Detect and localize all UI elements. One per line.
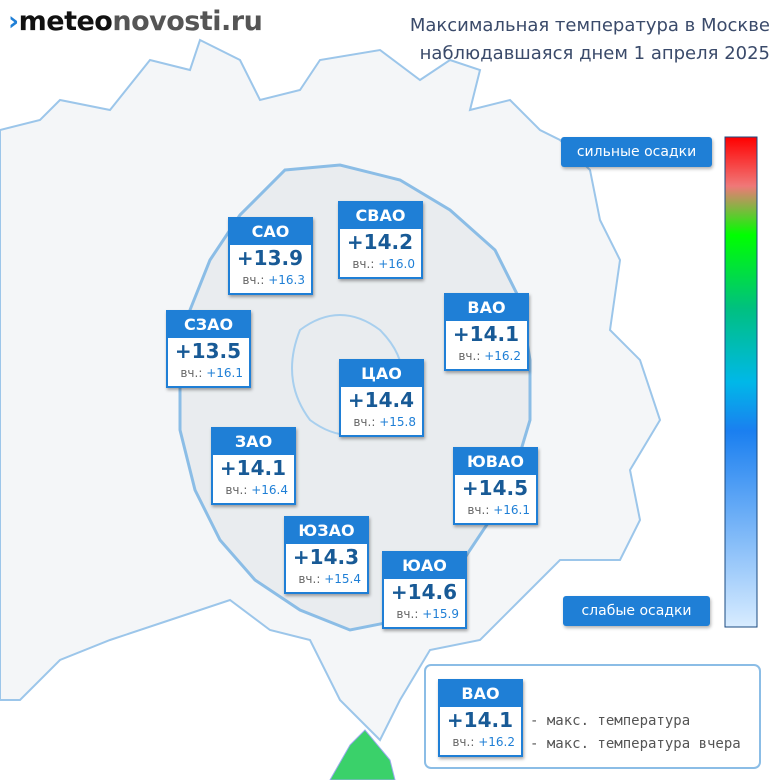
district-temp: +13.9 xyxy=(236,246,303,270)
prev-prefix: вч.: xyxy=(352,257,375,271)
logo: ›meteonovosti.ru xyxy=(8,6,263,37)
district-name: САО xyxy=(230,219,311,245)
district-name: ВАО xyxy=(440,681,521,707)
district-name: СЗАО xyxy=(168,312,249,338)
district-temp: +14.5 xyxy=(461,476,528,500)
title-line: Максимальная температура в Москве xyxy=(409,15,770,36)
prev-temp: +16.4 xyxy=(251,483,288,497)
prev-line: вч.: +16.3 xyxy=(230,271,311,289)
prev-prefix: вч.: xyxy=(242,273,265,287)
prev-line: вч.: +16.1 xyxy=(168,364,249,382)
prev-line: вч.: +16.0 xyxy=(340,255,421,273)
precip xyxy=(329,729,396,780)
prev-prefix: вч.: xyxy=(467,503,490,517)
district-box: ВАО +14.1 вч.: +16.2 xyxy=(438,679,523,757)
prev-line: вч.: +15.8 xyxy=(341,413,422,431)
district-temp: +14.3 xyxy=(292,545,359,569)
district-temp: +13.5 xyxy=(174,339,241,363)
district-box: СВАО +14.2 вч.: +16.0 xyxy=(338,201,423,279)
prev-prefix: вч.: xyxy=(353,415,376,429)
prev-prefix: вч.: xyxy=(452,735,475,749)
district-name: ЦАО xyxy=(341,361,422,387)
prev-prefix: вч.: xyxy=(396,607,419,621)
prev-temp: +16.1 xyxy=(206,366,243,380)
prev-prefix: вч.: xyxy=(225,483,248,497)
prev-line: вч.: +16.2 xyxy=(440,733,521,751)
prev-line: вч.: +16.4 xyxy=(213,481,294,499)
key-caption: - макс. температура вчера xyxy=(530,736,741,752)
key-captions: - макс. температура - макс. температура в… xyxy=(530,710,741,756)
district-box: ВАО +14.1 вч.: +16.2 xyxy=(444,293,529,371)
prev-temp: +16.2 xyxy=(478,735,515,749)
prev-temp: +16.2 xyxy=(484,349,521,363)
district-name: ЮАО xyxy=(384,553,465,579)
prev-temp: +15.4 xyxy=(324,572,361,586)
district-temp: +14.1 xyxy=(452,322,519,346)
prev-line: вч.: +16.1 xyxy=(455,501,536,519)
prev-temp: +15.8 xyxy=(379,415,416,429)
district-temp: +14.2 xyxy=(346,230,413,254)
prev-prefix: вч.: xyxy=(458,349,481,363)
logo-part: meteo xyxy=(18,6,113,37)
prev-temp: +16.1 xyxy=(493,503,530,517)
key-caption: - макс. температура xyxy=(530,713,691,729)
scale-label: слабые осадки xyxy=(563,596,710,626)
logo-part: novosti xyxy=(112,6,222,37)
district-name: ЮЗАО xyxy=(286,518,367,544)
district-box: СЗАО +13.5 вч.: +16.1 xyxy=(166,310,251,388)
prev-temp: +15.9 xyxy=(422,607,459,621)
prev-temp: +16.0 xyxy=(378,257,415,271)
district-box: ЮВАО +14.5 вч.: +16.1 xyxy=(453,447,538,525)
scale-label: сильные осадки xyxy=(561,137,712,167)
color-scale xyxy=(724,136,758,628)
district-box: ЦАО +14.4 вч.: +15.8 xyxy=(339,359,424,437)
title-line: наблюдавшаяся днем 1 апреля 2025 xyxy=(419,43,770,64)
prev-line: вч.: +15.4 xyxy=(286,570,367,588)
district-name: СВАО xyxy=(340,203,421,229)
logo-part: .ru xyxy=(221,6,263,37)
prev-line: вч.: +15.9 xyxy=(384,605,465,623)
district-name: ВАО xyxy=(446,295,527,321)
district-temp: +14.1 xyxy=(219,456,286,480)
prev-prefix: вч.: xyxy=(298,572,321,586)
district-name: ЮВАО xyxy=(455,449,536,475)
district-box: ЮЗАО +14.3 вч.: +15.4 xyxy=(284,516,369,594)
district-box: САО +13.9 вч.: +16.3 xyxy=(228,217,313,295)
district-box: ЗАО +14.1 вч.: +16.4 xyxy=(211,427,296,505)
district-temp: +14.6 xyxy=(390,580,457,604)
prev-prefix: вч.: xyxy=(180,366,203,380)
district-temp: +14.4 xyxy=(347,388,414,412)
district-temp: +14.1 xyxy=(446,708,513,732)
district-name: ЗАО xyxy=(213,429,294,455)
title: Максимальная температура в Москве наблюда… xyxy=(410,12,770,68)
prev-line: вч.: +16.2 xyxy=(446,347,527,365)
district-box: ЮАО +14.6 вч.: +15.9 xyxy=(382,551,467,629)
prev-temp: +16.3 xyxy=(268,273,305,287)
